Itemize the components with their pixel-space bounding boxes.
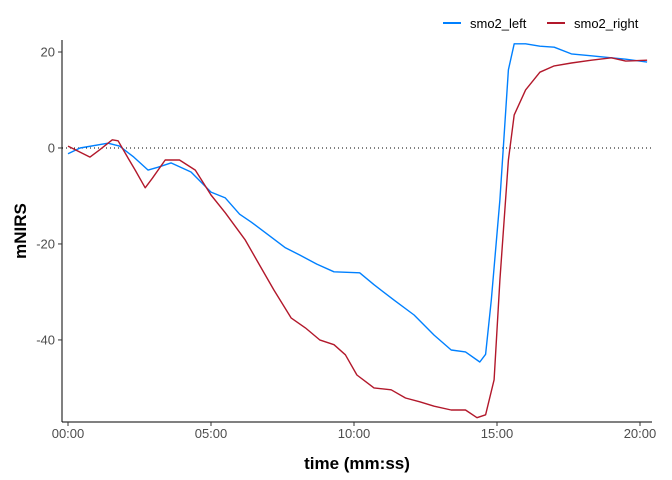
y-tick-label: 0 bbox=[48, 140, 55, 155]
x-tick-label: 05:00 bbox=[195, 426, 228, 441]
plot-area bbox=[62, 43, 652, 419]
legend-label-smo2_left: smo2_left bbox=[470, 16, 527, 31]
axes: 00:00 05:00 10:00 15:00 20:00 20 0 -20 -40 bbox=[36, 40, 656, 441]
legend: smo2_left smo2_right bbox=[443, 16, 639, 31]
series-line-smo2_left bbox=[67, 43, 648, 363]
y-tick-label: -20 bbox=[36, 236, 55, 251]
x-tick-label: 15:00 bbox=[481, 426, 514, 441]
x-tick-label: 10:00 bbox=[338, 426, 371, 441]
y-axis-title: mNIRS bbox=[11, 203, 30, 259]
y-tick-label: 20 bbox=[41, 44, 55, 59]
x-tick-label: 00:00 bbox=[52, 426, 85, 441]
y-tick-label: -40 bbox=[36, 332, 55, 347]
x-tick-label: 20:00 bbox=[624, 426, 657, 441]
series-line-smo2_right bbox=[67, 57, 648, 419]
x-axis-title: time (mm:ss) bbox=[304, 454, 410, 473]
legend-label-smo2_right: smo2_right bbox=[574, 16, 639, 31]
